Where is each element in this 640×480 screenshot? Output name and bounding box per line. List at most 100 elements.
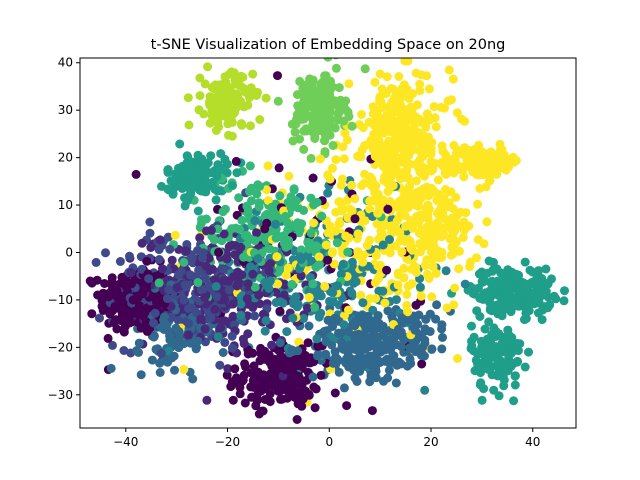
scatter-point: [311, 384, 321, 394]
scatter-point: [371, 114, 381, 124]
scatter-point: [318, 77, 328, 87]
scatter-point: [227, 343, 237, 353]
scatter-point: [344, 79, 354, 89]
scatter-point: [271, 233, 281, 243]
scatter-point: [396, 141, 406, 151]
scatter-point: [184, 319, 194, 328]
scatter-point: [429, 102, 439, 112]
scatter-point: [232, 168, 242, 178]
scatter-point: [421, 326, 431, 336]
scatter-point: [357, 311, 367, 321]
scatter-point: [265, 389, 275, 399]
scatter-point: [134, 338, 144, 348]
scatter-point: [173, 315, 183, 325]
scatter-point: [449, 140, 459, 150]
scatter-point: [174, 270, 184, 280]
scatter-point: [290, 127, 300, 137]
scatter-point: [345, 204, 355, 214]
scatter-point: [329, 259, 339, 269]
scatter-point: [420, 351, 429, 361]
scatter-point: [304, 321, 314, 331]
scatter-point: [533, 282, 543, 292]
scatter-point: [403, 58, 413, 66]
scatter-point: [384, 354, 394, 364]
scatter-point: [213, 332, 223, 342]
scatter-point: [370, 77, 380, 87]
scatter-point: [304, 286, 314, 296]
scatter-point: [247, 183, 256, 193]
scatter-point: [369, 145, 379, 155]
scatter-point: [145, 217, 155, 227]
scatter-point: [418, 342, 428, 352]
scatter-point: [423, 110, 433, 120]
scatter-point: [448, 74, 458, 84]
x-tick-label: 40: [525, 435, 540, 449]
scatter-point: [304, 292, 314, 302]
scatter-point: [289, 184, 299, 194]
scatter-point: [223, 119, 233, 129]
scatter-point: [479, 384, 489, 394]
scatter-point: [397, 313, 407, 323]
scatter-point: [415, 79, 425, 89]
scatter-point: [206, 313, 216, 323]
scatter-point: [454, 264, 464, 274]
scatter-point: [341, 231, 351, 241]
scatter-point: [411, 300, 421, 310]
scatter-point: [407, 113, 417, 123]
scatter-point: [210, 184, 220, 194]
scatter-point: [261, 93, 271, 103]
scatter-point: [282, 393, 292, 403]
scatter-point: [347, 288, 357, 298]
scatter-point: [198, 253, 207, 263]
scatter-point: [273, 71, 282, 81]
scatter-point: [185, 270, 195, 280]
scatter-point: [95, 313, 104, 323]
scatter-point: [179, 364, 189, 374]
scatter-point: [287, 279, 297, 289]
scatter-point: [365, 204, 375, 214]
scatter-point: [295, 134, 304, 144]
scatter-point: [394, 72, 404, 81]
scatter-point: [383, 204, 393, 214]
x-tick-label: −40: [113, 435, 138, 449]
scatter-point: [108, 340, 117, 350]
scatter-point: [541, 287, 551, 296]
scatter-point: [443, 202, 453, 212]
scatter-point: [255, 115, 265, 124]
scatter-point: [97, 301, 107, 311]
scatter-point: [510, 371, 520, 381]
scatter-point: [328, 297, 338, 307]
y-tick-label: −20: [48, 340, 73, 354]
scatter-point: [243, 208, 253, 218]
scatter-point: [320, 136, 329, 146]
scatter-point: [203, 62, 213, 72]
scatter-point: [155, 235, 165, 245]
scatter-point: [336, 269, 346, 279]
scatter-point: [101, 248, 110, 258]
scatter-point: [282, 327, 292, 337]
scatter-point: [560, 286, 569, 296]
scatter-point: [441, 170, 451, 179]
scatter-point: [428, 262, 438, 272]
scatter-point: [220, 295, 229, 305]
scatter-point: [313, 88, 323, 98]
scatter-point: [403, 281, 413, 291]
scatter-point: [284, 236, 294, 245]
scatter-point: [350, 214, 360, 224]
scatter-point: [417, 359, 427, 369]
scatter-point: [379, 376, 388, 386]
scatter-point: [260, 346, 270, 356]
scatter-point: [227, 224, 237, 234]
scatter-point: [315, 154, 325, 164]
scatter-point: [273, 96, 283, 106]
scatter-point: [154, 278, 164, 288]
scatter-point: [482, 217, 492, 227]
scatter-point: [416, 117, 426, 127]
scatter-point: [231, 156, 241, 166]
scatter-point: [418, 242, 428, 252]
scatter-point: [431, 122, 441, 132]
scatter-point: [524, 347, 533, 357]
scatter-point: [180, 280, 190, 290]
scatter-point: [503, 349, 513, 358]
scatter-point: [475, 293, 485, 303]
